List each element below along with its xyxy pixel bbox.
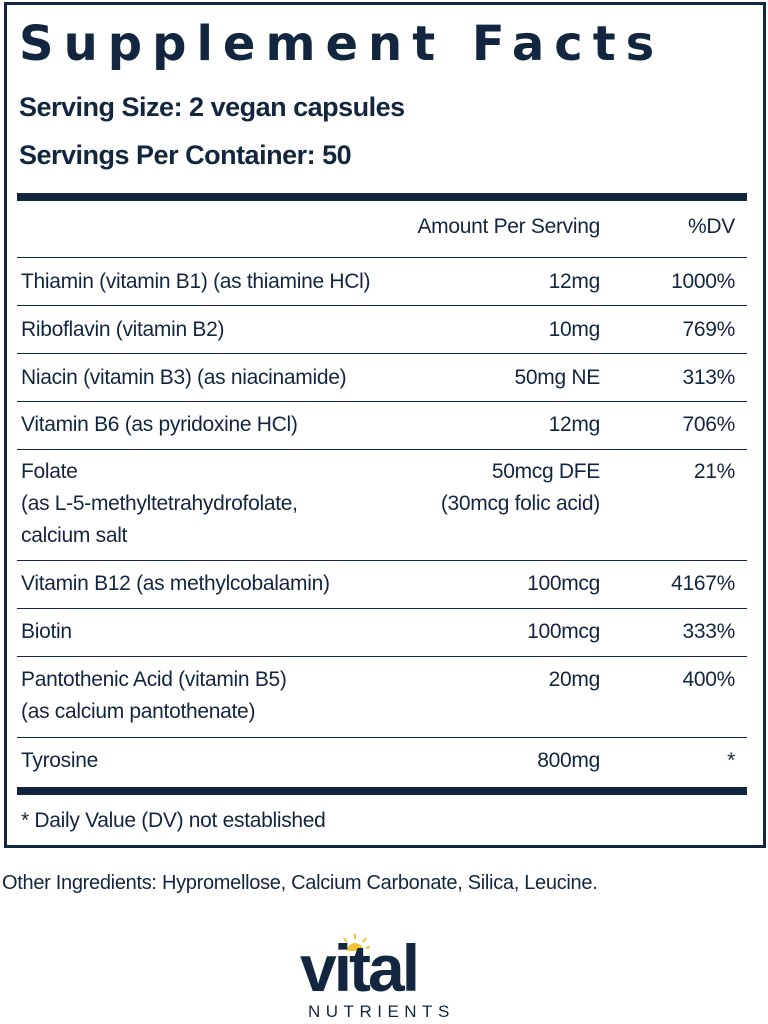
nutrient-name: Folate xyxy=(21,460,78,483)
divider xyxy=(17,608,747,609)
nutrient-dv: 4167% xyxy=(671,572,735,595)
footnote: * Daily Value (DV) not established xyxy=(21,809,326,832)
nutrient-amount: 50mcg DFE xyxy=(491,460,600,483)
nutrient-name: Pantothenic Acid (vitamin B5) xyxy=(21,668,287,691)
nutrient-dv: 333% xyxy=(682,620,735,643)
nutrient-name: Niacin (vitamin B3) (as niacinamide) xyxy=(21,366,347,389)
brand-subtitle: NUTRIENTS xyxy=(308,1002,455,1021)
divider xyxy=(17,560,747,561)
nutrient-name-line3: calcium salt xyxy=(21,524,128,547)
nutrient-amount: 100mcg xyxy=(527,620,600,643)
nutrient-dv: 313% xyxy=(682,366,735,389)
nutrient-dv: 1000% xyxy=(671,270,735,293)
divider xyxy=(17,401,747,402)
divider xyxy=(17,257,747,258)
nutrient-amount: 100mcg xyxy=(527,572,600,595)
nutrient-amount: 12mg xyxy=(548,413,601,436)
divider xyxy=(17,449,747,450)
brand-logo: vital NUTRIENTS xyxy=(300,934,475,1024)
divider xyxy=(17,737,747,738)
serving-size: Serving Size: 2 vegan capsules xyxy=(19,92,405,122)
divider xyxy=(17,656,747,657)
nutrient-name: Thiamin (vitamin B1) (as thiamine HCl) xyxy=(21,270,371,293)
nutrient-amount: 50mg NE xyxy=(514,366,601,389)
divider-thick xyxy=(17,193,747,201)
servings-per-container: Servings Per Container: 50 xyxy=(19,140,352,170)
nutrient-dv: 769% xyxy=(682,318,735,341)
nutrient-name: Vitamin B6 (as pyridoxine HCl) xyxy=(21,413,298,436)
nutrient-amount: 10mg xyxy=(548,318,601,341)
supplement-facts-panel xyxy=(4,2,766,848)
nutrient-amount: 800mg xyxy=(537,749,600,772)
nutrient-name-line2: (as L-5-methyltetrahydrofolate, xyxy=(21,492,298,515)
panel-title: Supplement Facts xyxy=(19,16,665,72)
brand-wordmark: vital xyxy=(300,931,420,1005)
nutrient-name: Vitamin B12 (as methylcobalamin) xyxy=(21,572,330,595)
nutrient-name-line2: (as calcium pantothenate) xyxy=(21,700,256,723)
nutrient-dv: * xyxy=(727,749,735,772)
header-dv: %DV xyxy=(688,215,735,238)
nutrient-amount: 20mg xyxy=(548,668,601,691)
other-ingredients: Other Ingredients: Hypromellose, Calcium… xyxy=(2,872,598,894)
nutrient-amount: 12mg xyxy=(548,270,601,293)
nutrient-name: Biotin xyxy=(21,620,72,643)
nutrient-amount-line2: (30mcg folic acid) xyxy=(440,492,600,515)
nutrient-dv: 400% xyxy=(682,668,735,691)
nutrient-name: Riboflavin (vitamin B2) xyxy=(21,318,225,341)
divider-thick xyxy=(17,787,747,795)
nutrient-name: Tyrosine xyxy=(21,749,98,772)
sun-icon xyxy=(340,934,370,951)
nutrient-dv: 706% xyxy=(682,413,735,436)
divider xyxy=(17,353,747,354)
header-amount: Amount Per Serving xyxy=(417,215,600,238)
divider xyxy=(17,305,747,306)
nutrient-dv: 21% xyxy=(693,460,735,483)
